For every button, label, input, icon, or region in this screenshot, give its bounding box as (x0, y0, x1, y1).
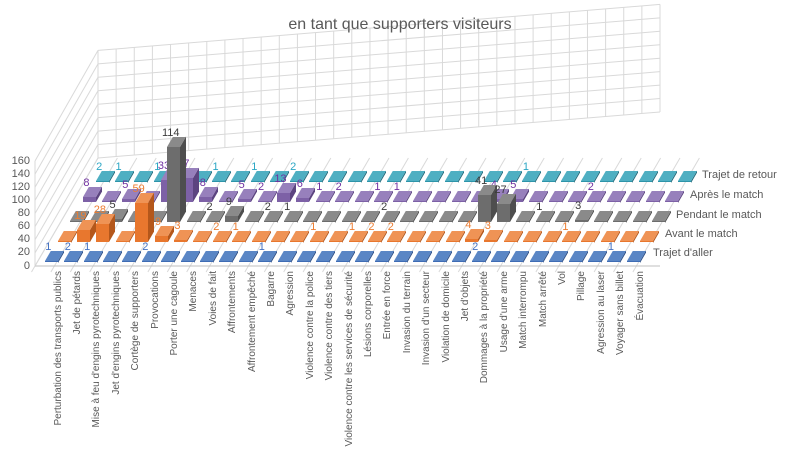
category-label: Violence contre des tiers (324, 271, 336, 381)
gridline (205, 157, 274, 273)
category-label: Pillage (576, 271, 588, 302)
value-axis-tick: 100 (11, 193, 30, 206)
category-label: Vol (556, 271, 568, 285)
gridline (593, 157, 662, 273)
category-label: Voies de fait (207, 271, 219, 326)
category-label: Évacuation (634, 271, 646, 321)
legend-item-Après le match[interactable]: Après le match (690, 189, 764, 201)
category-label: Agression au laser (595, 271, 607, 354)
gridline (438, 157, 506, 273)
gridline (34, 90, 99, 201)
gridline (535, 157, 603, 273)
gridline (419, 157, 487, 273)
gridline (244, 157, 312, 273)
category-label: Usage d'une arme (498, 271, 510, 353)
gridline (128, 157, 196, 273)
gridline (186, 157, 254, 273)
chart-title: en tant que supporters visiteurs (288, 16, 512, 33)
category-label: Perturbation des transports publics (52, 271, 64, 426)
gridline (263, 157, 332, 273)
category-label: Provocations (149, 271, 161, 329)
category-label: Violation de domicile (440, 271, 452, 363)
gridline (554, 157, 623, 273)
category-label: Menaces (188, 271, 200, 312)
category-label: Invasion du terrain (401, 271, 413, 354)
category-label: Affrontement empêché (246, 271, 258, 372)
gridline (97, 17, 661, 65)
category-label: Violence contre les services de sécurité (343, 271, 355, 447)
gridline (457, 157, 526, 273)
value-axis-tick: 40 (17, 233, 30, 246)
category-label: Invasion d'un secteur (421, 271, 433, 366)
gridline (302, 157, 371, 273)
value-axis-tick: 140 (11, 167, 30, 180)
gridline (97, 98, 661, 146)
value-axis-tick: 20 (17, 246, 30, 259)
value-axis-tick: 120 (11, 180, 30, 193)
gridline (147, 157, 215, 273)
value-axis-tick: 80 (17, 207, 30, 219)
gridline (283, 157, 351, 273)
gridline (97, 30, 661, 78)
gridline (360, 157, 429, 273)
category-label: Agression (285, 271, 297, 316)
gridline (516, 157, 584, 273)
gridline (108, 157, 177, 273)
gridline (97, 84, 661, 132)
gridline (50, 157, 118, 273)
gridline (322, 157, 390, 273)
gridline (34, 117, 99, 227)
category-label: Jet d'engins pyrotechniques (110, 271, 122, 395)
legend-item-Pendant le match[interactable]: Pendant le match (676, 209, 762, 221)
gridline (34, 50, 99, 162)
category-label: Bagarre (265, 271, 277, 307)
legend-item-Trajet d'aller[interactable]: Trajet d'aller (653, 247, 713, 259)
gridline (97, 44, 661, 92)
gridline (34, 77, 99, 188)
category-label: Entrée en force (382, 271, 394, 340)
category-label: Voyager sans billet (615, 271, 627, 355)
gridline (341, 157, 409, 273)
gridline (89, 157, 157, 273)
category-label: Affrontements (227, 271, 239, 334)
gridline (477, 157, 545, 273)
value-axis-tick: 60 (17, 220, 30, 233)
value-axis-tick: 0 (23, 259, 30, 272)
gridline (574, 157, 642, 273)
category-label: Porter une cagoule (168, 271, 180, 356)
gridline (496, 157, 565, 273)
category-label: Violence contre la police (304, 271, 316, 380)
gridline (97, 57, 661, 105)
gridline (97, 71, 661, 119)
legend-item-Avant le match[interactable]: Avant le match (665, 228, 738, 240)
gridline (225, 157, 293, 273)
gridline (34, 103, 99, 214)
category-label: Mise à feu d'engins pyrotechniques (91, 271, 103, 428)
gridline (399, 157, 468, 273)
gridline (31, 157, 99, 273)
gridline (97, 3, 661, 51)
gridline (34, 130, 99, 241)
category-label: Jet de pétards (71, 271, 83, 335)
category-label: Match interrompu (518, 271, 530, 349)
gridline (97, 111, 661, 159)
legend-item-Trajet de retour[interactable]: Trajet de retour (702, 169, 777, 181)
category-label: Lésions corporelles (362, 271, 374, 358)
gridline (380, 157, 448, 273)
gridline (34, 144, 99, 254)
category-label: Dommages à la propriété (479, 271, 491, 384)
category-label: Match arrêté (537, 271, 549, 328)
gridline (166, 157, 235, 273)
category-label: Jet d'objets (459, 271, 471, 322)
gridline (34, 63, 99, 175)
category-label: Cortège de supporters (130, 271, 142, 371)
value-axis-tick: 160 (11, 154, 30, 167)
